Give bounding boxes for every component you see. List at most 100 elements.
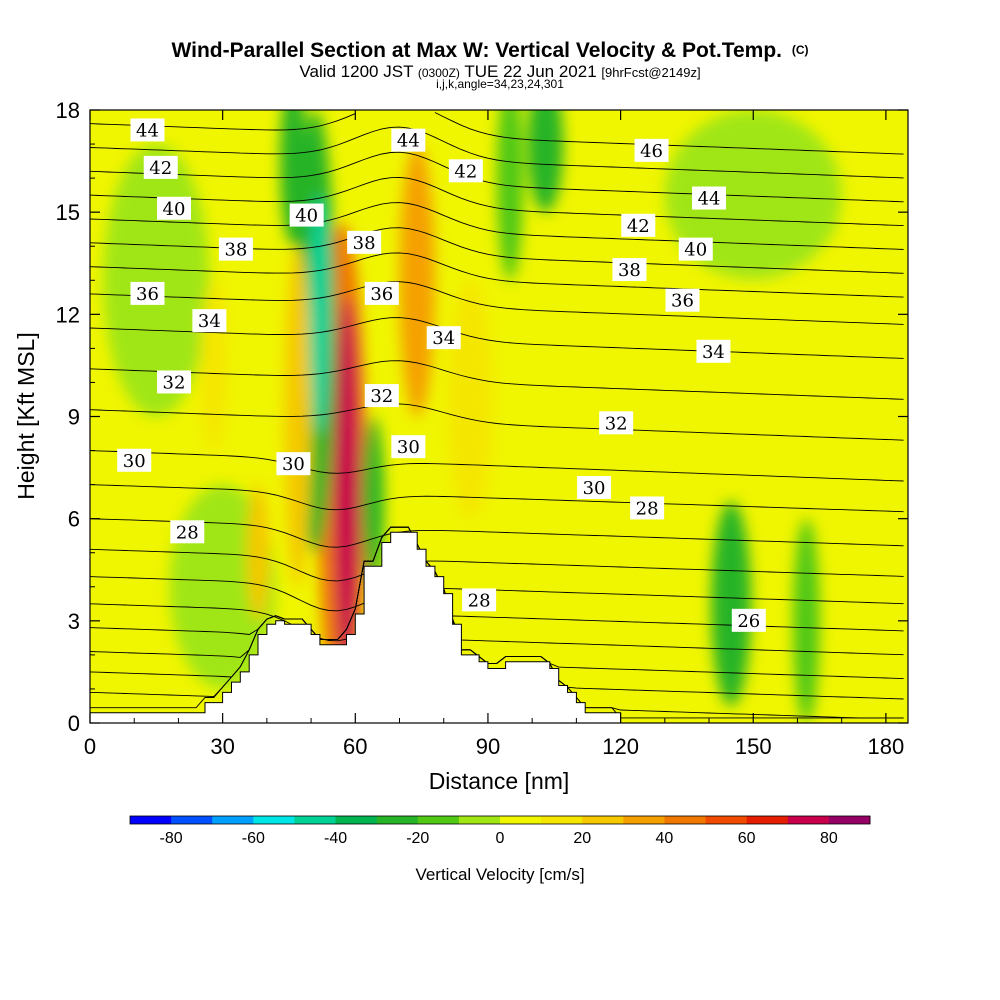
chart-title: Wind-Parallel Section at Max W: Vertical… (171, 39, 808, 62)
y-tick-label: 3 (68, 609, 80, 634)
chart-title-main: Wind-Parallel Section at Max W: Vertical… (171, 39, 782, 62)
chart-subtitle: Valid 1200 JST (0300Z) TUE 22 Jun 2021 [… (299, 62, 700, 81)
colorbar-swatch (787, 816, 830, 824)
colorbar-tick-label: 0 (496, 830, 505, 847)
theta-label-text: 36 (136, 284, 159, 305)
theta-label-box (462, 588, 497, 612)
theta-label-box (347, 230, 382, 254)
isentrope-line (90, 403, 904, 441)
isentrope-line (90, 603, 904, 642)
theta-label-text: 36 (671, 291, 694, 312)
theta-label-box (364, 384, 399, 408)
x-tick-label: 30 (210, 734, 234, 759)
theta-label-text: 38 (618, 260, 641, 281)
theta-label-text: 40 (684, 240, 707, 261)
theta-label-box (170, 520, 205, 544)
theta-label: 30 (577, 476, 612, 500)
colorbar-swatch (212, 816, 254, 824)
theta-label: 38 (347, 230, 382, 254)
theta-label-text: 42 (454, 161, 477, 182)
colorbar-swatch (294, 816, 337, 824)
isentrope-line (90, 151, 904, 203)
theta-label: 44 (130, 118, 165, 142)
colorbar-tick-label: 80 (820, 830, 838, 847)
isentrope-line (90, 548, 904, 582)
theta-label: 32 (364, 384, 399, 408)
theta-label: 34 (696, 339, 731, 363)
theta-label-text: 30 (583, 478, 606, 499)
theta-label-box (276, 452, 311, 476)
theta-label-box (426, 326, 461, 350)
y-axis-title: Height [Kft MSL] (13, 332, 39, 499)
colorbar-swatch (500, 816, 542, 824)
theta-label: 30 (117, 448, 152, 472)
velocity-feature (448, 280, 493, 519)
theta-label-box (665, 288, 700, 312)
plot-area: 44 42 40 38 36 34 32 30 28 44 40 38 36 30 42 34 32 30 28 46… (90, 110, 908, 723)
colorbar-swatch (746, 816, 789, 824)
velocity-feature (686, 246, 908, 451)
velocity-feature (399, 144, 435, 417)
theta-label: 28 (462, 588, 497, 612)
colorbar: -80 -60 -40 -20 0 20 40 60 80 (129, 815, 871, 847)
theta-label-text: 28 (468, 590, 491, 611)
theta-label-text: 32 (605, 413, 628, 434)
velocity-feature (496, 110, 524, 281)
y-tick-label: 0 (68, 711, 80, 736)
velocity-feature (711, 501, 752, 706)
theta-label-text: 30 (397, 437, 420, 458)
velocity-feature (527, 110, 564, 213)
y-tick-label: 9 (68, 405, 80, 430)
theta-label-box (696, 339, 731, 363)
colorbar-swatch (417, 816, 460, 824)
theta-label-box (364, 281, 399, 305)
theta-label-text: 38 (353, 233, 376, 254)
colorbar-tick-label: 60 (738, 830, 756, 847)
colorbar-title: Vertical Velocity [cm/s] (415, 865, 584, 884)
terrain-profile (90, 531, 908, 723)
colorbar-swatch (376, 816, 419, 824)
x-tick-label: 90 (476, 734, 500, 759)
theta-label-box (157, 370, 192, 394)
potential-temperature-contours (90, 112, 904, 719)
theta-label: 36 (665, 288, 700, 312)
theta-label-text: 36 (370, 284, 393, 305)
subtitle-date: TUE 22 Jun 2021 (464, 62, 596, 81)
theta-label: 42 (621, 213, 656, 237)
isentrope-line (90, 252, 904, 298)
colorbar-tick-label: -20 (406, 830, 429, 847)
subtitle-zulu: (0300Z) (418, 66, 460, 80)
isentrope-line (90, 202, 904, 250)
colorbar-swatch (171, 816, 213, 824)
theta-label: 30 (276, 452, 311, 476)
theta-label-box (218, 237, 253, 261)
theta-label-text: 34 (198, 311, 221, 332)
theta-label: 44 (692, 186, 727, 210)
colorbar-swatch (705, 816, 748, 824)
theta-label-text: 28 (636, 498, 659, 519)
isentrope-line (90, 281, 904, 325)
theta-label-text: 46 (640, 141, 663, 162)
y-tick-label: 6 (68, 507, 80, 532)
velocity-feature (308, 195, 331, 434)
chart-title-mark: (C) (792, 43, 809, 57)
colorbar-tick-label: -80 (160, 830, 183, 847)
theta-label: 32 (157, 370, 192, 394)
chart-subtitle-indices: i,j,k,angle=34,23,24,301 (436, 77, 564, 91)
theta-label: 46 (634, 138, 669, 162)
theta-label: 38 (612, 258, 647, 282)
velocity-feature (793, 518, 820, 723)
theta-label-box (391, 128, 426, 152)
colorbar-frame (129, 815, 871, 825)
theta-label-box (391, 435, 426, 459)
x-tick-label: 120 (602, 734, 639, 759)
theta-label-box (612, 258, 647, 282)
x-axis-title: Distance [nm] (429, 768, 570, 794)
theta-label-box (289, 203, 324, 227)
theta-label-box (692, 186, 727, 210)
theta-label-text: 32 (370, 386, 393, 407)
x-axis: 0 30 60 90 120 150 180 (84, 110, 904, 759)
theta-label-text: 40 (295, 206, 318, 227)
